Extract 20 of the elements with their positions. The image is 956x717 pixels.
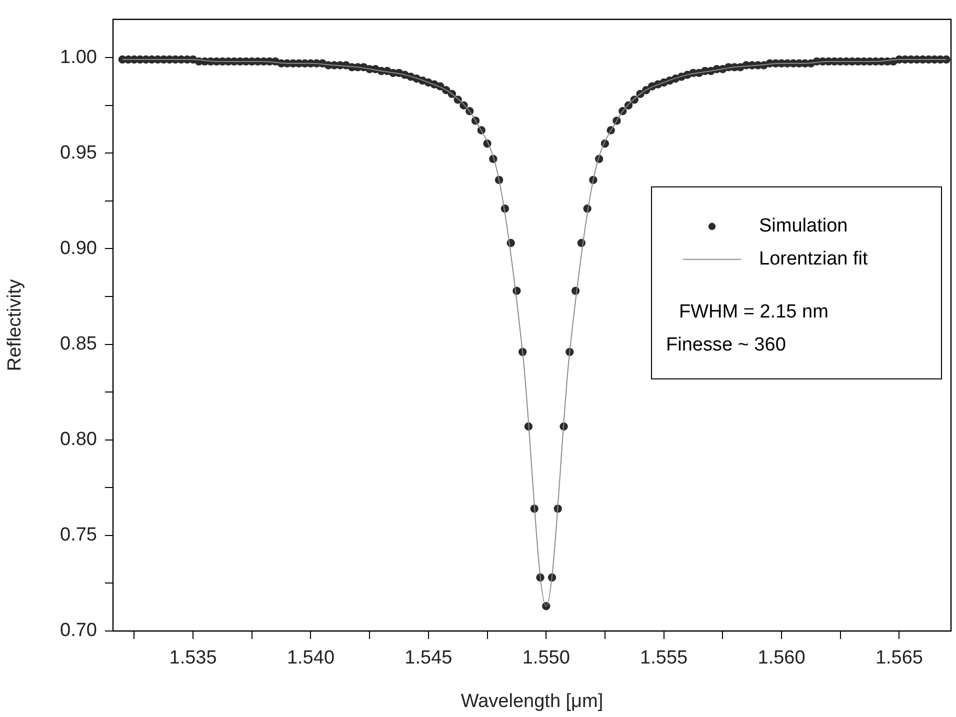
x-tick-label: 1.540 <box>286 648 335 669</box>
y-tick-label: 0.75 <box>60 524 97 546</box>
y-tick-label: 0.95 <box>60 142 97 164</box>
y-tick-label: 1.00 <box>60 46 97 68</box>
y-tick-label: 0.85 <box>60 334 97 355</box>
x-tick-label: 1.565 <box>875 648 923 669</box>
x-tick-label: 1.555 <box>640 648 688 669</box>
y-tick-label: 0.90 <box>60 238 97 259</box>
legend-label: Lorentzian fit <box>759 248 869 270</box>
y-tick-label: 0.70 <box>60 620 97 642</box>
annotation: Finesse ~ 360 <box>666 334 786 356</box>
legend-label: Simulation <box>759 216 848 237</box>
x-axis-title: Wavelength [μm] <box>460 690 604 712</box>
annotation: FWHM = 2.15 nm <box>679 302 828 323</box>
x-tick-label: 1.535 <box>169 648 217 669</box>
y-tick-label: 0.80 <box>60 429 97 450</box>
y-axis-title: Reflectivity <box>4 278 26 372</box>
x-tick-label: 1.560 <box>758 648 806 669</box>
x-tick-label: 1.550 <box>522 648 570 669</box>
x-tick-label: 1.545 <box>404 648 452 669</box>
